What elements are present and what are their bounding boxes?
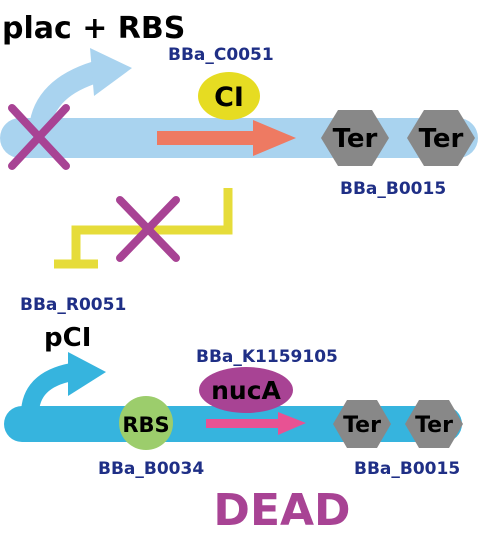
repression-cross-icon [116, 196, 180, 262]
top-construct-title: plac + RBS [2, 11, 185, 46]
pci-promoter-arrow-head [68, 352, 106, 396]
bottom-cds-arrow-body [206, 419, 280, 428]
nuca-protein [199, 367, 293, 413]
repressed-promoter-part-id: BBa_R0051 [20, 295, 126, 315]
bottom-construct-title: pCI [44, 323, 91, 353]
top-cds-part-id: BBa_C0051 [168, 45, 274, 65]
top-terminator-1 [321, 110, 389, 166]
top-terminator-2 [407, 110, 475, 166]
top-cds-arrow-body [157, 131, 255, 145]
outcome-label: DEAD [213, 485, 350, 536]
rbs [119, 396, 173, 450]
bottom-cds-arrow-head [278, 412, 306, 435]
top-terminator-2-label: Ter [419, 124, 464, 154]
ci-protein-label: CI [214, 82, 244, 113]
bottom-terminator-2 [405, 400, 463, 448]
pci-promoter-arrow [21, 363, 75, 415]
top-terminator-1-label: Ter [333, 124, 378, 154]
ci-protein [198, 72, 260, 120]
top-terminator-part-id: BBa_B0015 [340, 179, 446, 199]
nuca-protein-label: nucA [211, 376, 281, 405]
bottom-cds-part-id: BBa_K1159105 [196, 347, 338, 367]
rbs-part-id: BBa_B0034 [98, 459, 204, 479]
bottom-terminator-1-label: Ter [343, 413, 381, 438]
promoter-blocked-cross-icon [8, 104, 70, 170]
top-cds-arrow-head [253, 120, 296, 156]
bottom-terminator-1 [333, 400, 391, 448]
plac-promoter-arrow-head [90, 48, 132, 96]
plac-promoter-arrow [29, 61, 100, 130]
bottom-terminator-part-id: BBa_B0015 [354, 459, 460, 479]
rbs-label: RBS [122, 413, 169, 437]
bottom-terminator-2-label: Ter [415, 413, 453, 438]
